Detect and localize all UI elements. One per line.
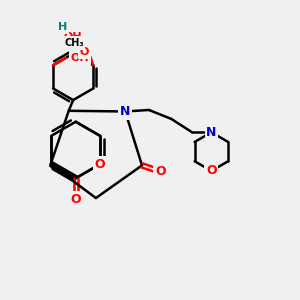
Text: O: O — [155, 165, 166, 178]
Text: CH₃: CH₃ — [64, 38, 84, 48]
Text: O: O — [206, 164, 217, 177]
Text: O: O — [70, 193, 81, 206]
Text: O: O — [80, 47, 89, 57]
Text: H: H — [58, 22, 68, 32]
Text: N: N — [120, 105, 130, 118]
Text: O: O — [95, 158, 106, 171]
Text: H: H — [64, 40, 74, 50]
Text: N: N — [206, 126, 217, 139]
Text: OH: OH — [70, 53, 89, 63]
Text: OH: OH — [64, 32, 82, 42]
